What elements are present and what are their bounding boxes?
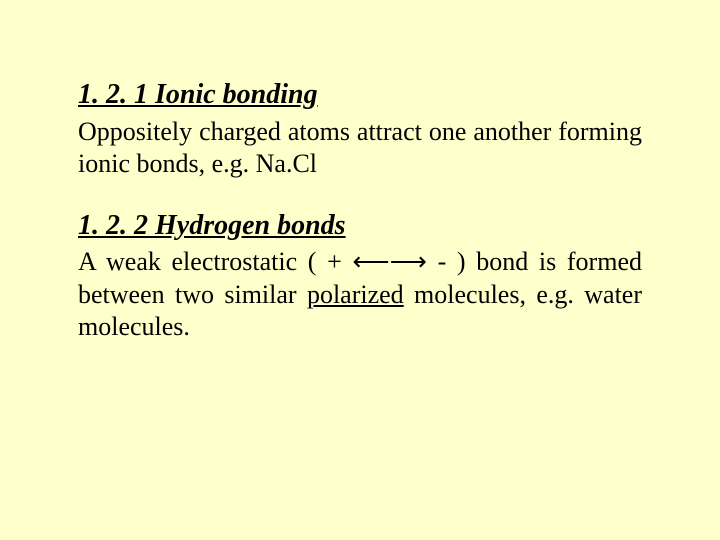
slide-content: 1. 2. 1 Ionic bonding Oppositely charged… — [0, 0, 720, 344]
section-2-heading: 1. 2. 2 Hydrogen bonds — [78, 209, 642, 243]
section-1-body: Oppositely charged atoms attract one ano… — [78, 116, 642, 181]
section-1-heading: 1. 2. 1 Ionic bonding — [78, 78, 642, 112]
section-2-text-pre: A weak electrostatic ( + — [78, 247, 352, 276]
section-2-body: A weak electrostatic ( + ⟵⟶ - ) bond is … — [78, 246, 642, 344]
arrow-symbol: ⟵⟶ — [352, 247, 427, 276]
underlined-term: polarized — [307, 280, 404, 309]
section-spacer — [78, 181, 642, 209]
